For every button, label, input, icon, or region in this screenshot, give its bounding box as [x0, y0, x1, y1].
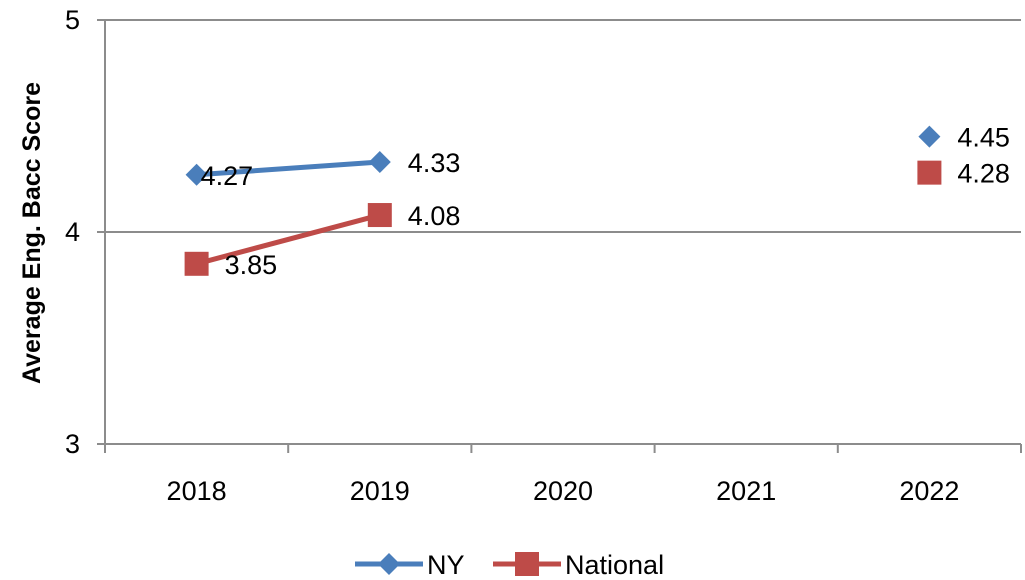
series-national: 3.85 4.08 4.28 — [184, 159, 1010, 280]
series-group: 4.27 4.33 4.45 3.85 4.08 4.28 — [184, 123, 1010, 280]
data-point-national-2022 — [917, 160, 942, 185]
legend-marker-national — [515, 552, 539, 576]
x-tick-label-2020: 2020 — [533, 476, 593, 506]
y-tick-labels: 3 4 5 — [65, 5, 80, 459]
data-label-national-2018: 3.85 — [225, 250, 278, 280]
y-tick-label: 4 — [65, 217, 80, 247]
data-point-national-2018 — [184, 251, 209, 276]
x-tick-label-2021: 2021 — [716, 476, 776, 506]
gridlines — [105, 19, 1021, 445]
x-tick-labels: 2018 2019 2020 2021 2022 — [167, 476, 960, 506]
data-label-ny-2022: 4.45 — [957, 123, 1010, 153]
legend-label-national: National — [565, 550, 664, 580]
data-point-ny-2022 — [918, 125, 941, 148]
data-label-national-2019: 4.08 — [408, 201, 461, 231]
series-line-national — [195, 212, 381, 267]
data-point-ny-2019 — [368, 151, 391, 174]
data-point-national-2019 — [367, 203, 392, 228]
y-axis-label: Average Eng. Bacc Score — [18, 82, 46, 384]
axes — [97, 19, 1022, 453]
data-point-ny-2018 — [185, 163, 208, 186]
data-label-ny-2018: 4.27 — [201, 161, 254, 191]
x-tick-label-2019: 2019 — [350, 476, 410, 506]
legend-marker-ny — [378, 553, 400, 575]
series-line-ny — [196, 159, 380, 178]
legend-label-ny: NY — [427, 550, 465, 580]
legend-item-national: National — [493, 550, 664, 580]
y-tick-label: 3 — [65, 429, 80, 459]
x-tick-label-2018: 2018 — [167, 476, 227, 506]
y-tick-label: 5 — [65, 5, 80, 35]
x-tick-label-2022: 2022 — [899, 476, 959, 506]
data-label-national-2022: 4.28 — [957, 159, 1010, 189]
legend: NY National — [355, 550, 664, 580]
series-ny: 4.27 4.33 4.45 — [185, 123, 1010, 191]
legend-item-ny: NY — [355, 550, 465, 580]
data-label-ny-2019: 4.33 — [408, 148, 461, 178]
